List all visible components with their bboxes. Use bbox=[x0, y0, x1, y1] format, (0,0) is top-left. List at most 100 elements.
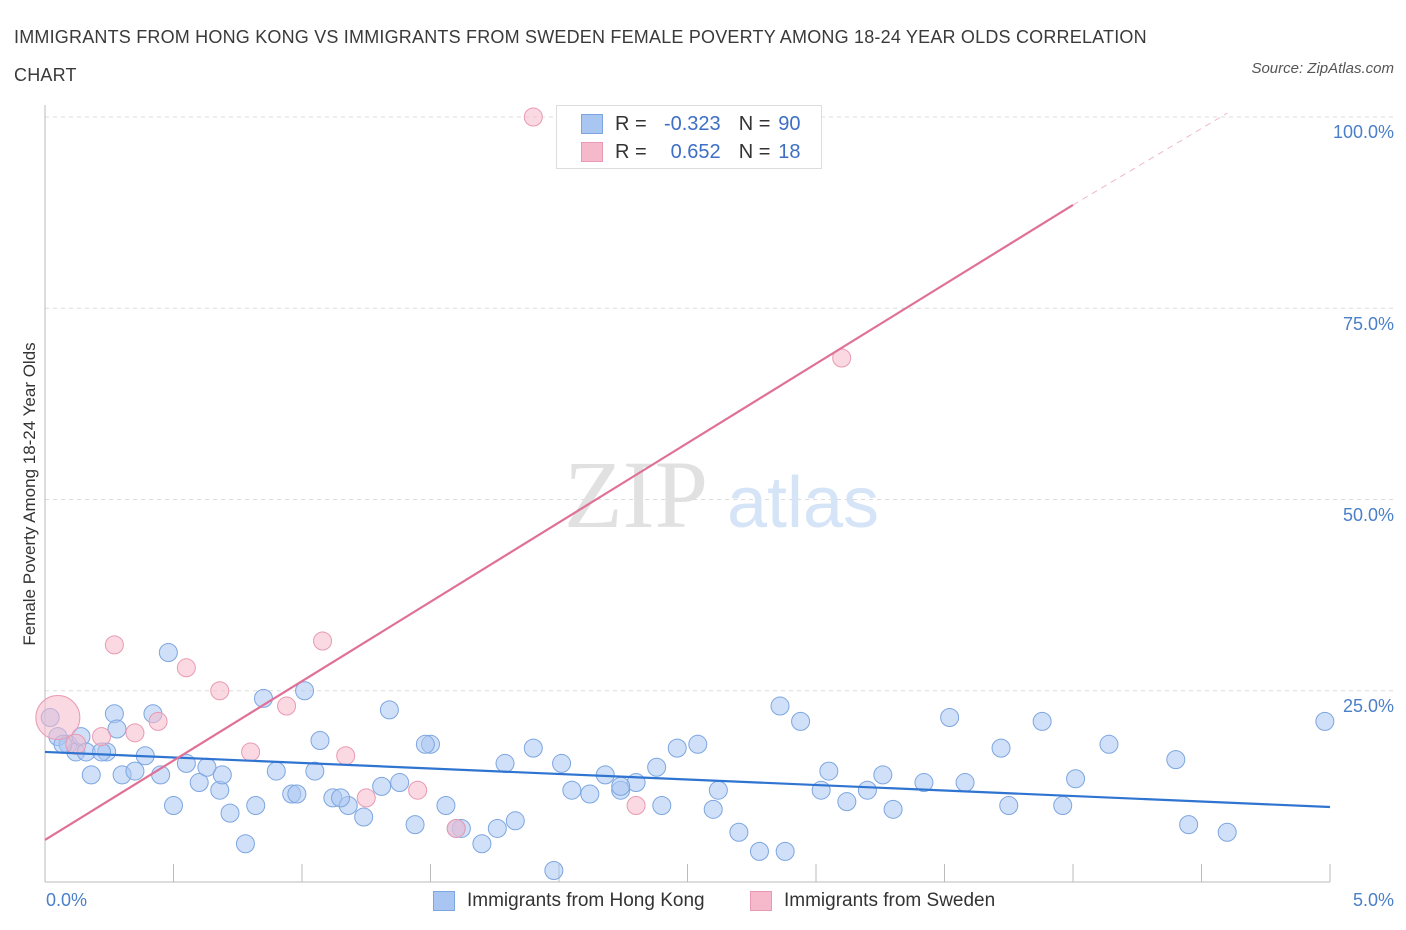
hong-kong-point bbox=[873, 765, 893, 785]
hong-kong-point bbox=[81, 765, 101, 785]
hong-kong-point bbox=[331, 788, 351, 808]
hong-kong-point bbox=[1315, 711, 1335, 731]
sweden-point bbox=[626, 796, 646, 815]
legend-row-sweden: R = 0.652 N = 18 bbox=[581, 139, 808, 165]
watermark-zip: ZIP bbox=[564, 441, 708, 548]
hong-kong-point bbox=[1099, 734, 1119, 754]
hong-kong-point bbox=[544, 861, 564, 881]
hong-kong-point bbox=[487, 818, 507, 838]
hong-kong-point bbox=[125, 761, 145, 781]
legend-n-label: N = bbox=[738, 112, 771, 135]
hong-kong-point bbox=[1032, 711, 1052, 731]
data-points bbox=[35, 107, 1335, 881]
sweden-point bbox=[210, 681, 230, 701]
trend-lines bbox=[44, 112, 1331, 841]
hong-kong-point bbox=[305, 761, 325, 781]
hong-kong-point bbox=[708, 780, 728, 800]
legend-n-label: N = bbox=[738, 140, 771, 163]
hong-kong-point bbox=[611, 776, 631, 796]
hong-kong-point bbox=[775, 841, 795, 861]
legend-r-value: -0.323 bbox=[663, 112, 721, 135]
hong-kong-point bbox=[295, 681, 315, 701]
hong-kong-point bbox=[770, 696, 790, 716]
hong-kong-point bbox=[415, 734, 435, 754]
sweden-point bbox=[148, 711, 168, 731]
hong-kong-point bbox=[390, 773, 410, 793]
hong-kong-point bbox=[1066, 769, 1086, 789]
hong-kong-point bbox=[703, 799, 723, 819]
legend-swatch-blue bbox=[433, 891, 455, 911]
hong-kong-point bbox=[580, 784, 600, 804]
legend-item-hong-kong: Immigrants from Hong Kong bbox=[433, 890, 705, 912]
hong-kong-point bbox=[287, 784, 307, 804]
legend-r-label: R = bbox=[615, 140, 647, 163]
hong-kong-point bbox=[667, 738, 687, 758]
x-tick-5: 5.0% bbox=[1352, 890, 1394, 910]
grid-lines bbox=[45, 116, 1393, 692]
legend-n-value: 18 bbox=[778, 140, 801, 163]
sweden-point bbox=[92, 727, 112, 747]
sweden-point bbox=[65, 733, 87, 755]
sweden-point bbox=[313, 631, 333, 651]
hong-kong-point bbox=[991, 738, 1011, 758]
legend-row-hong-kong: R = -0.323 N = 90 bbox=[581, 111, 808, 137]
sweden-point bbox=[336, 746, 356, 766]
sweden-point bbox=[125, 723, 145, 743]
hong-kong-point bbox=[107, 719, 127, 739]
legend-n-value: 90 bbox=[778, 112, 801, 135]
hong-kong-point bbox=[495, 753, 515, 773]
sweden-trend-line bbox=[44, 204, 1074, 841]
hong-kong-point bbox=[819, 761, 839, 781]
hong-kong-point bbox=[472, 834, 492, 854]
hong-kong-point bbox=[212, 765, 232, 785]
legend-swatch-blue bbox=[581, 114, 603, 134]
hong-kong-point bbox=[220, 803, 240, 823]
hong-kong-point bbox=[246, 796, 266, 815]
hong-kong-point bbox=[837, 792, 857, 812]
sweden-point bbox=[277, 696, 297, 716]
hong-kong-point bbox=[647, 757, 667, 777]
legend-r-label: R = bbox=[615, 112, 647, 135]
hong-kong-point bbox=[405, 815, 425, 835]
hong-kong-point bbox=[688, 734, 708, 754]
sweden-point bbox=[408, 780, 428, 800]
watermark: ZIP atlas bbox=[564, 441, 879, 548]
chart-title: IMMIGRANTS FROM HONG KONG VS IMMIGRANTS … bbox=[14, 27, 1147, 85]
hong-kong-point bbox=[955, 773, 975, 793]
sweden-point bbox=[241, 742, 261, 762]
hong-kong-point bbox=[164, 796, 183, 815]
hong-kong-point bbox=[562, 780, 582, 800]
hong-kong-point bbox=[310, 730, 330, 750]
hong-kong-trend-line bbox=[44, 750, 1331, 809]
y-tick-100: 100.0% bbox=[1332, 122, 1394, 142]
y-tick-25: 25.0% bbox=[1342, 696, 1394, 716]
hong-kong-point bbox=[999, 796, 1019, 815]
sweden-point bbox=[356, 788, 376, 808]
hong-kong-point bbox=[1166, 750, 1186, 770]
chart-source: Source: ZipAtlas.com bbox=[1251, 60, 1394, 77]
hong-kong-point bbox=[379, 700, 399, 720]
hong-kong-point bbox=[883, 799, 903, 819]
hong-kong-point bbox=[729, 822, 749, 842]
hong-kong-point bbox=[940, 708, 960, 728]
hong-kong-point bbox=[505, 811, 525, 831]
hong-kong-point bbox=[354, 807, 374, 827]
watermark-atlas: atlas bbox=[727, 463, 879, 543]
legend-swatch-pink bbox=[581, 142, 603, 162]
x-tick-0: 0.0% bbox=[46, 890, 88, 910]
legend-label: Immigrants from Hong Kong bbox=[467, 890, 705, 911]
hong-kong-point bbox=[857, 780, 877, 800]
legend-swatch-pink bbox=[750, 891, 772, 911]
hong-kong-point bbox=[523, 738, 543, 758]
legend-r-value: 0.652 bbox=[670, 140, 721, 163]
y-tick-75: 75.0% bbox=[1342, 314, 1394, 334]
hong-kong-point bbox=[1217, 822, 1237, 842]
sweden-trend-extension bbox=[1072, 112, 1228, 206]
correlation-legend: R = -0.323 N = 90 R = 0.652 N = 18 bbox=[556, 105, 822, 169]
hong-kong-point bbox=[372, 776, 392, 796]
sweden-point bbox=[446, 818, 466, 838]
sweden-point bbox=[104, 635, 124, 655]
hong-kong-point bbox=[652, 796, 672, 815]
hong-kong-point bbox=[914, 773, 934, 793]
